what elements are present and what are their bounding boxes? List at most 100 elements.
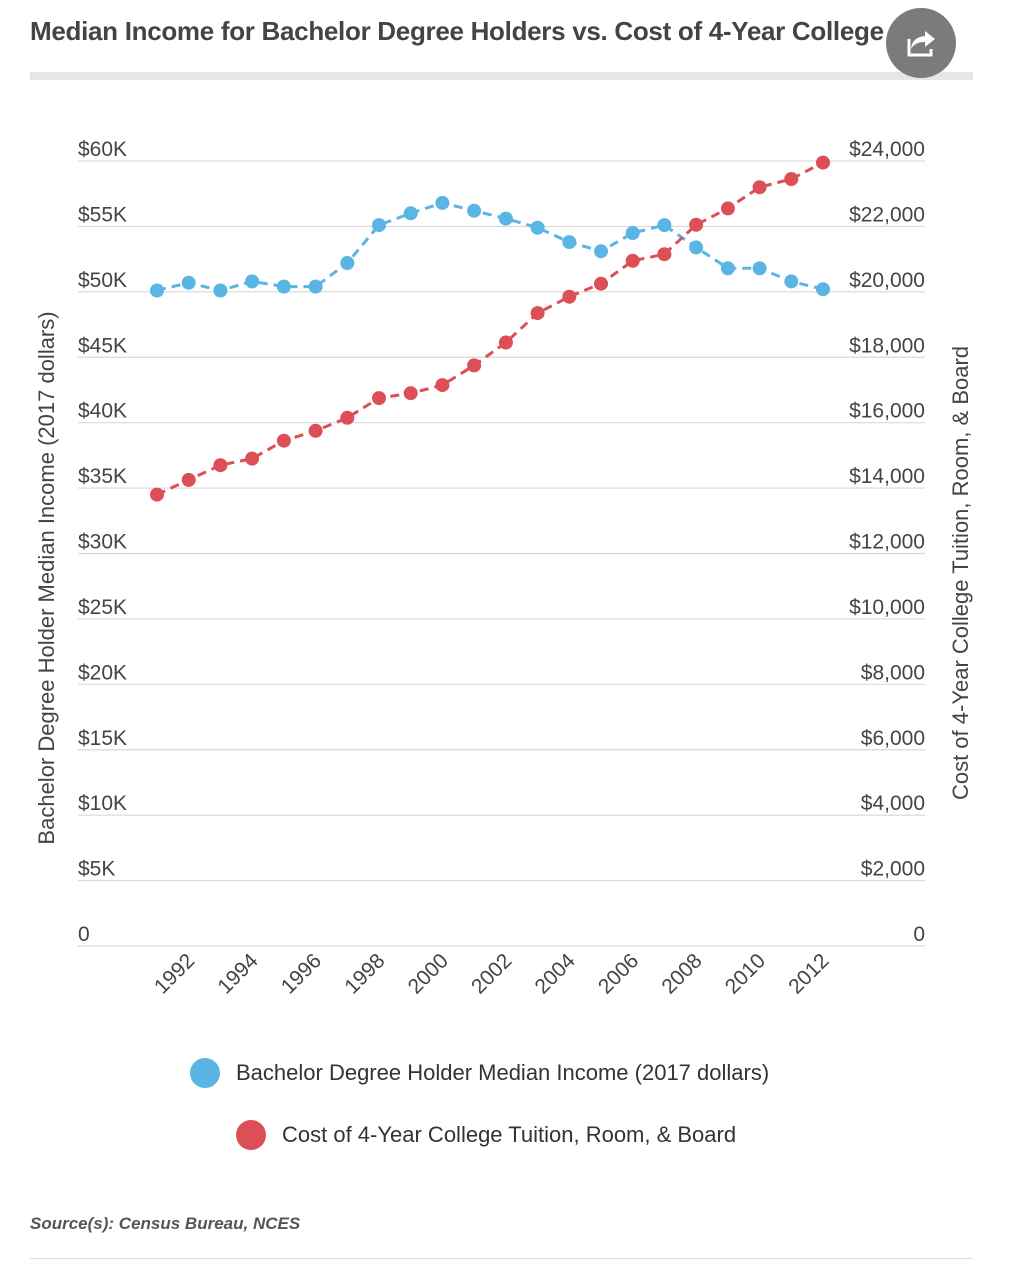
left-tick-label: $45K xyxy=(78,334,127,357)
data-point-cost[interactable] xyxy=(308,423,323,438)
x-tick-label: 2008 xyxy=(657,949,706,998)
left-tick-label: $50K xyxy=(78,269,127,292)
right-tick-label: $2,000 xyxy=(861,858,925,881)
left-tick-label: $5K xyxy=(78,858,115,881)
x-tick-label: 2010 xyxy=(721,949,770,998)
data-point-income[interactable] xyxy=(562,235,577,250)
data-point-income[interactable] xyxy=(276,279,291,294)
data-point-income[interactable] xyxy=(816,282,830,297)
data-point-income[interactable] xyxy=(403,206,418,221)
series-income xyxy=(150,195,830,298)
data-point-cost[interactable] xyxy=(181,472,196,487)
data-point-cost[interactable] xyxy=(340,410,355,425)
right-tick-label: $16,000 xyxy=(849,400,925,423)
legend: Bachelor Degree Holder Median Income (20… xyxy=(190,1056,769,1180)
chart-title: Median Income for Bachelor Degree Holder… xyxy=(30,16,884,46)
x-tick-label: 2002 xyxy=(467,949,516,998)
x-tick-label: 2004 xyxy=(531,949,581,999)
left-tick-label: $55K xyxy=(78,203,127,226)
legend-marker-income xyxy=(190,1058,220,1088)
data-point-income[interactable] xyxy=(689,240,704,255)
footer-divider xyxy=(30,1258,973,1259)
left-tick-label: $35K xyxy=(78,465,127,488)
data-point-income[interactable] xyxy=(435,195,450,210)
left-axis-ticks: 0 $5K $10K $15K $20K $25K $30K $35K $40K $45K $50K… xyxy=(78,138,127,946)
right-axis-title: Cost of 4-Year College Tuition, Room, & … xyxy=(948,346,973,800)
right-tick-label: $14,000 xyxy=(849,465,925,488)
data-point-cost[interactable] xyxy=(594,276,608,291)
dual-axis-line-chart: 0 $5K $10K $15K $20K $25K $30K $35K $40K $45K $50K… xyxy=(34,138,973,999)
share-button[interactable] xyxy=(886,8,956,78)
right-tick-label: $18,000 xyxy=(849,334,925,357)
data-point-cost[interactable] xyxy=(752,180,767,195)
series-line-cost xyxy=(156,161,824,496)
data-point-income[interactable] xyxy=(467,203,482,218)
left-tick-label: $15K xyxy=(78,727,127,750)
x-tick-label: 2006 xyxy=(594,949,643,998)
right-tick-label: $4,000 xyxy=(861,792,925,815)
data-point-income[interactable] xyxy=(340,256,355,270)
source-note: Source(s): Census Bureau, NCES xyxy=(30,1214,301,1233)
right-tick-label: $12,000 xyxy=(849,531,925,554)
x-tick-label: 1998 xyxy=(340,949,389,998)
data-point-income[interactable] xyxy=(150,283,164,298)
data-point-cost[interactable] xyxy=(403,386,418,401)
data-point-income[interactable] xyxy=(784,274,799,289)
left-tick-label: 0 xyxy=(78,923,90,946)
data-point-cost[interactable] xyxy=(657,247,672,262)
data-point-cost[interactable] xyxy=(150,487,164,502)
data-point-income[interactable] xyxy=(530,220,545,235)
right-tick-label: $24,000 xyxy=(849,138,925,161)
data-point-income[interactable] xyxy=(720,261,735,276)
data-point-income[interactable] xyxy=(752,261,767,276)
legend-marker-cost xyxy=(236,1120,266,1150)
gridlines xyxy=(78,160,925,947)
data-point-cost[interactable] xyxy=(467,358,482,373)
data-point-income[interactable] xyxy=(245,274,260,289)
right-tick-label: $20,000 xyxy=(849,269,925,292)
data-point-cost[interactable] xyxy=(784,172,799,186)
series-cost xyxy=(150,155,830,502)
data-point-income[interactable] xyxy=(657,218,672,233)
right-tick-label: $22,000 xyxy=(849,203,925,226)
right-tick-label: $6,000 xyxy=(861,727,925,750)
right-tick-label: $8,000 xyxy=(861,661,925,684)
data-point-cost[interactable] xyxy=(245,451,260,466)
data-point-cost[interactable] xyxy=(689,217,704,232)
data-point-cost[interactable] xyxy=(213,458,228,473)
left-axis-title: Bachelor Degree Holder Median Income (20… xyxy=(34,311,59,844)
data-point-cost[interactable] xyxy=(498,335,513,350)
data-point-cost[interactable] xyxy=(625,253,640,268)
series-line-income xyxy=(156,201,824,293)
data-point-cost[interactable] xyxy=(372,391,386,406)
data-point-cost[interactable] xyxy=(562,289,577,304)
data-point-income[interactable] xyxy=(308,279,323,294)
data-point-cost[interactable] xyxy=(530,306,545,321)
data-point-income[interactable] xyxy=(181,275,196,290)
title-divider xyxy=(30,72,973,80)
x-tick-label: 2012 xyxy=(784,949,833,998)
x-tick-label: 1994 xyxy=(213,949,263,999)
data-point-cost[interactable] xyxy=(276,433,291,448)
right-tick-label: 0 xyxy=(913,923,925,946)
left-tick-label: $60K xyxy=(78,138,127,161)
x-tick-label: 2000 xyxy=(404,949,453,998)
left-tick-label: $25K xyxy=(78,596,127,619)
left-tick-label: $20K xyxy=(78,661,127,684)
right-tick-label: $10,000 xyxy=(849,596,925,619)
legend-label-income: Bachelor Degree Holder Median Income (20… xyxy=(236,1060,770,1085)
data-point-income[interactable] xyxy=(498,211,513,226)
data-point-cost[interactable] xyxy=(435,378,450,393)
left-tick-label: $10K xyxy=(78,792,127,815)
left-tick-label: $30K xyxy=(78,531,127,554)
left-tick-label: $40K xyxy=(78,400,127,423)
legend-item-income[interactable]: Bachelor Degree Holder Median Income (20… xyxy=(190,1056,769,1090)
data-point-income[interactable] xyxy=(213,283,228,298)
data-point-cost[interactable] xyxy=(720,201,735,216)
legend-item-cost[interactable]: Cost of 4-Year College Tuition, Room, & … xyxy=(236,1118,769,1152)
series-layer xyxy=(150,155,830,502)
data-point-income[interactable] xyxy=(625,226,640,240)
data-point-income[interactable] xyxy=(594,244,608,259)
data-point-cost[interactable] xyxy=(816,155,830,170)
data-point-income[interactable] xyxy=(372,218,386,233)
